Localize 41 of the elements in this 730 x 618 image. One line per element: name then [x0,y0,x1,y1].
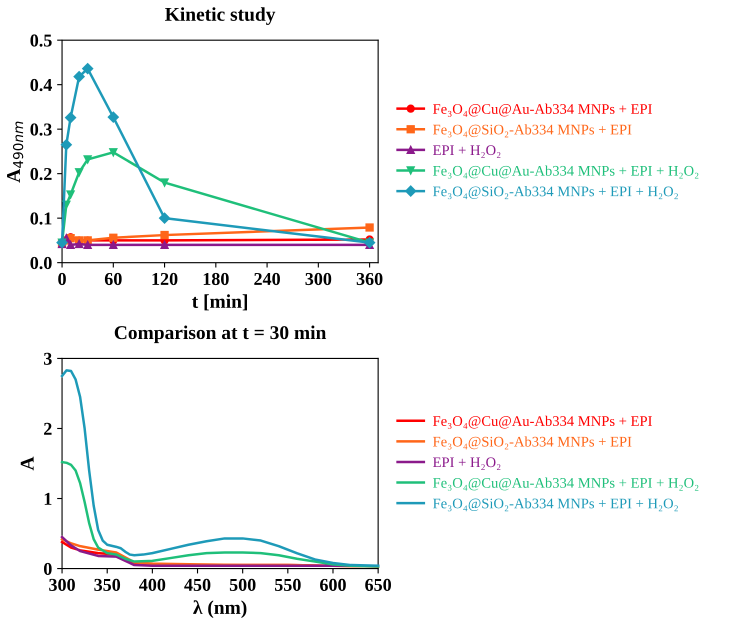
legend-label: Fe₃O₄@SiO₂-Ab334 MNPs + EPI [433,436,632,450]
x-tick-label: 360 [356,272,382,286]
x-tick-label: 450 [184,578,210,591]
y-axis-title: A$_{490nm}$ [7,122,24,183]
y-tick-label: 0.1 [30,212,52,225]
x-tick-label: 500 [230,578,256,591]
legend-label: Fe₃O₄@SiO₂-Ab334 MNPs + EPI + H₂O₂ [433,498,678,512]
legend-label: Fe₃O₄@Cu@Au-Ab334 MNPs + EPI [433,416,652,429]
x-axis-title: λ (nm) [193,600,246,618]
x-axis-title: t [min] [192,294,248,310]
legend-label: Fe₃O₄@SiO₂-Ab334 MNPs + EPI + H₂O₂ [433,186,678,200]
x-tick-label: 600 [320,578,346,591]
y-tick-label: 3 [44,352,52,365]
legend-label: Fe₃O₄@Cu@Au-Ab334 MNPs + EPI [433,104,652,117]
x-tick-label: 60 [104,272,122,286]
y-tick-label: 0.4 [30,78,52,92]
chart-title: Comparison at t = 30 min [114,326,326,344]
x-tick-label: 240 [254,272,280,286]
y-tick-label: 0.2 [30,168,52,180]
x-tick-label: 300 [305,272,332,286]
x-tick-label: 650 [365,578,391,591]
y-axis-title: A [20,456,34,470]
y-tick-label: 2 [44,422,52,435]
legend-label: Fe₃O₄@Cu@Au-Ab334 MNPs + EPI + H₂O₂ [433,165,698,179]
x-tick-label: 350 [94,578,120,591]
legend-label: EPI + H₂O₂ [433,457,500,470]
y-tick-label: 1 [44,492,52,505]
x-tick-label: 400 [139,578,166,591]
y-tick-label: 0.5 [30,34,52,47]
y-tick-label: 0 [44,562,52,575]
x-tick-label: 180 [204,272,229,286]
legend-label: Fe₃O₄@Cu@Au-Ab334 MNPs + EPI + H₂O₂ [433,478,698,491]
legend-label: Fe₃O₄@SiO₂-Ab334 MNPs + EPI [433,124,632,138]
x-tick-label: 0 [58,272,66,286]
chart-title: Kinetic study [165,7,276,25]
legend-label: EPI + H₂O₂ [433,145,500,158]
x-tick-label: 300 [49,578,75,591]
x-tick-label: 120 [152,272,178,286]
y-tick-label: 0.3 [30,123,52,136]
y-tick-label: 0.0 [30,256,52,270]
x-tick-label: 550 [275,578,301,591]
